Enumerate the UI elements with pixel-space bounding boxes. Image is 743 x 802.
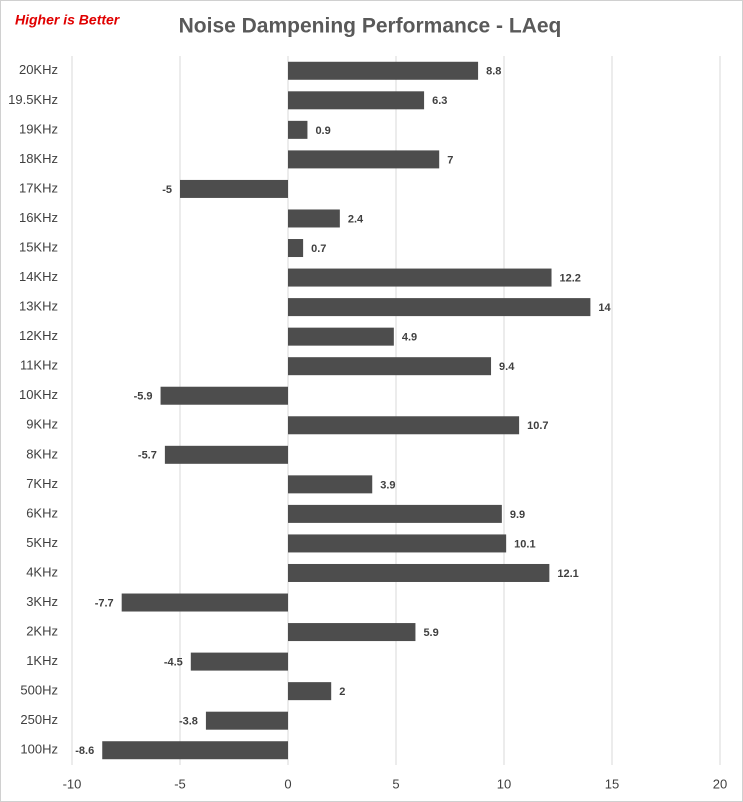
- data-label: 10.7: [527, 420, 548, 432]
- data-label: 2: [339, 686, 345, 698]
- bar: [180, 179, 288, 198]
- y-tick-label: 4KHz: [26, 564, 58, 579]
- data-label: 5.9: [423, 627, 438, 639]
- y-tick-label: 3KHz: [26, 594, 58, 609]
- bar: [288, 682, 332, 701]
- x-tick-label: 5: [392, 776, 399, 791]
- data-label: -4.5: [164, 657, 183, 669]
- bar: [288, 209, 340, 228]
- x-tick-label: -10: [63, 776, 82, 791]
- bar: [288, 504, 502, 523]
- y-tick-label: 9KHz: [26, 417, 58, 432]
- bar: [121, 593, 289, 612]
- chart-title: Noise Dampening Performance - LAeq: [179, 15, 562, 38]
- bar: [288, 534, 507, 553]
- bar: [288, 327, 394, 346]
- bar: [288, 298, 591, 317]
- data-label: 7: [447, 154, 453, 166]
- y-tick-label: 19.5KHz: [8, 92, 58, 107]
- data-label: 0.9: [315, 125, 330, 137]
- bar: [102, 741, 289, 760]
- bar: [160, 386, 288, 405]
- x-tick-label: 10: [497, 776, 511, 791]
- bar: [288, 120, 308, 139]
- y-tick-label: 20KHz: [19, 62, 58, 77]
- y-tick-label: 5KHz: [26, 535, 58, 550]
- y-tick-label: 14KHz: [19, 269, 58, 284]
- y-tick-label: 19KHz: [19, 121, 58, 136]
- y-tick-label: 500Hz: [20, 683, 58, 698]
- data-label: -3.8: [179, 716, 198, 728]
- y-tick-label: 17KHz: [19, 180, 58, 195]
- bar: [288, 563, 550, 582]
- data-label: -8.6: [75, 745, 94, 757]
- bar: [288, 357, 492, 376]
- bar: [288, 91, 425, 110]
- y-tick-label: 15KHz: [19, 239, 58, 254]
- data-label: -5: [162, 184, 172, 196]
- x-tick-label: 0: [284, 776, 291, 791]
- bar: [288, 416, 520, 435]
- data-label: 2.4: [348, 213, 364, 225]
- data-label: 8.8: [486, 66, 501, 78]
- data-label: 3.9: [380, 479, 395, 491]
- data-label: 9.4: [499, 361, 515, 373]
- y-tick-label: 1KHz: [26, 653, 58, 668]
- bar: [205, 711, 288, 730]
- bar: [288, 239, 304, 258]
- annotation: Higher is Better: [15, 12, 121, 28]
- y-tick-label: 18KHz: [19, 151, 58, 166]
- data-label: 4.9: [402, 332, 417, 344]
- bar: [288, 475, 373, 494]
- data-label: 12.1: [557, 568, 578, 580]
- data-label: 10.1: [514, 538, 535, 550]
- data-label: 6.3: [432, 95, 447, 107]
- y-tick-label: 10KHz: [19, 387, 58, 402]
- x-tick-label: 15: [605, 776, 619, 791]
- y-tick-label: 2KHz: [26, 624, 58, 639]
- y-tick-label: 250Hz: [20, 712, 58, 727]
- data-label: 0.7: [311, 243, 326, 255]
- y-tick-label: 8KHz: [26, 446, 58, 461]
- bar: [190, 652, 288, 671]
- x-tick-label: 20: [713, 776, 727, 791]
- data-label: 9.9: [510, 509, 525, 521]
- data-label: 12.2: [560, 272, 581, 284]
- data-label: 14: [598, 302, 611, 314]
- data-label: -5.7: [138, 450, 157, 462]
- data-label: -5.9: [134, 391, 153, 403]
- bar: [288, 61, 479, 80]
- data-label: -7.7: [95, 597, 114, 609]
- y-tick-label: 100Hz: [20, 742, 58, 757]
- bar: [288, 150, 440, 169]
- y-tick-label: 6KHz: [26, 505, 58, 520]
- x-tick-label: -5: [174, 776, 186, 791]
- y-tick-label: 11KHz: [20, 358, 58, 373]
- y-tick-label: 12KHz: [19, 328, 58, 343]
- bar: [164, 445, 288, 464]
- bar: [288, 268, 552, 287]
- y-tick-label: 16KHz: [19, 210, 58, 225]
- bar: [288, 623, 416, 642]
- y-tick-label: 13KHz: [19, 299, 58, 314]
- y-tick-label: 7KHz: [26, 476, 58, 491]
